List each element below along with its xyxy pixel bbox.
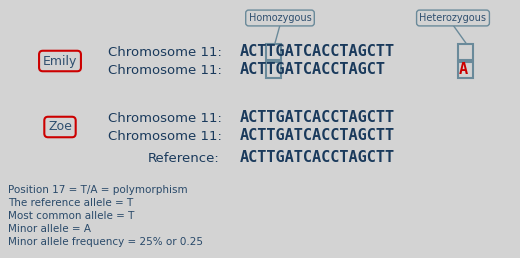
Text: Chromosome 11:: Chromosome 11: xyxy=(108,45,222,59)
Bar xyxy=(266,62,281,78)
Text: Heterozygous: Heterozygous xyxy=(420,13,487,23)
Text: Chromosome 11:: Chromosome 11: xyxy=(108,130,222,142)
Text: Minor allele frequency = 25% or 0.25: Minor allele frequency = 25% or 0.25 xyxy=(8,237,203,247)
Text: Homozygous: Homozygous xyxy=(249,13,311,23)
Text: ACTTGATCACCTAGCTT: ACTTGATCACCTAGCTT xyxy=(240,110,395,125)
Text: Emily: Emily xyxy=(43,54,77,68)
Text: Most common allele = T: Most common allele = T xyxy=(8,211,134,221)
Text: ACTTGATCACCTAGCTT: ACTTGATCACCTAGCTT xyxy=(240,44,395,60)
Bar xyxy=(266,44,281,60)
Text: Chromosome 11:: Chromosome 11: xyxy=(108,63,222,77)
Text: Minor allele = A: Minor allele = A xyxy=(8,224,91,234)
Text: Zoe: Zoe xyxy=(48,120,72,133)
Text: Reference:: Reference: xyxy=(148,151,220,165)
Bar xyxy=(458,44,473,60)
Text: ACTTGATCACCTAGCTT: ACTTGATCACCTAGCTT xyxy=(240,150,395,165)
Text: A: A xyxy=(459,62,469,77)
Text: ACTTGATCACCTAGCTT: ACTTGATCACCTAGCTT xyxy=(240,128,395,143)
Text: Position 17 = T/A = polymorphism: Position 17 = T/A = polymorphism xyxy=(8,185,188,195)
Text: The reference allele = T: The reference allele = T xyxy=(8,198,133,208)
Text: Chromosome 11:: Chromosome 11: xyxy=(108,111,222,125)
Text: ACTTGATCACCTAGCT: ACTTGATCACCTAGCT xyxy=(240,62,386,77)
Bar xyxy=(458,62,473,78)
